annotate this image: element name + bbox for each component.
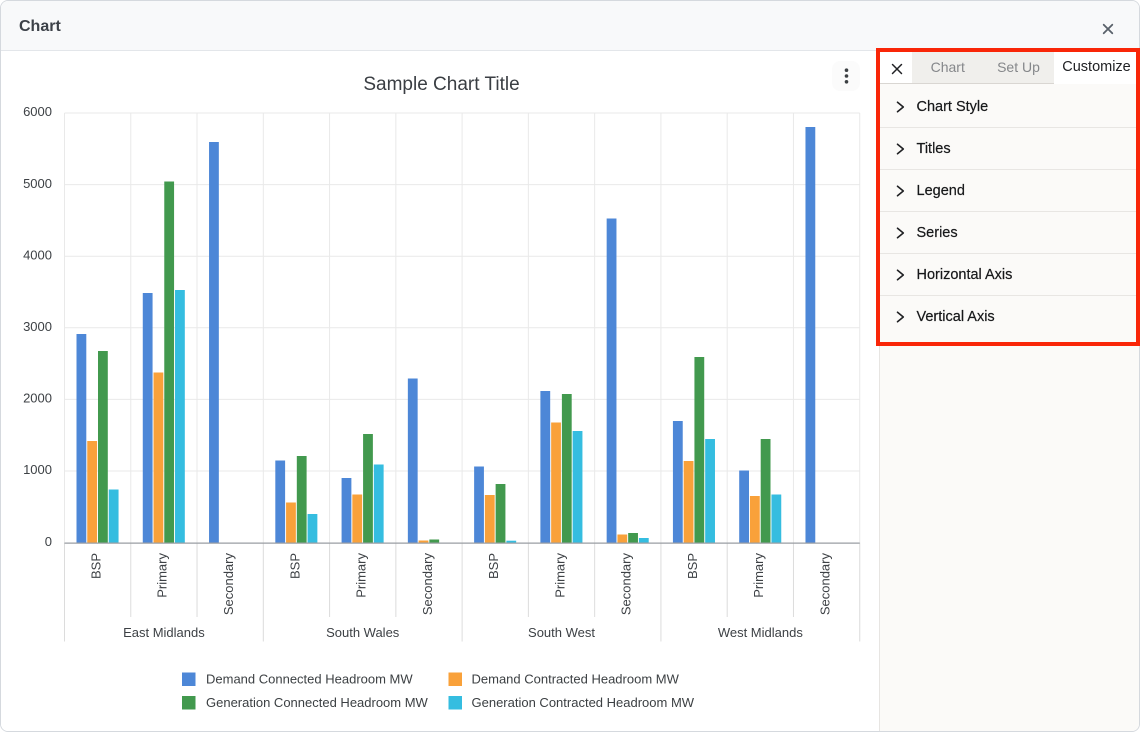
svg-text:6000: 6000: [23, 104, 52, 119]
svg-text:1000: 1000: [23, 462, 52, 477]
svg-text:Secondary: Secondary: [221, 553, 236, 616]
svg-text:South West: South West: [528, 625, 595, 640]
svg-text:4000: 4000: [23, 247, 52, 262]
svg-text:Sample Chart Title: Sample Chart Title: [363, 74, 519, 95]
svg-text:Demand Contracted Headroom MW: Demand Contracted Headroom MW: [472, 672, 680, 687]
svg-text:West Midlands: West Midlands: [718, 625, 804, 640]
svg-text:Secondary: Secondary: [817, 553, 832, 616]
svg-text:East Midlands: East Midlands: [123, 625, 205, 640]
svg-text:BSP: BSP: [685, 553, 700, 579]
svg-text:3000: 3000: [23, 319, 52, 334]
svg-text:Primary: Primary: [354, 553, 369, 598]
svg-text:BSP: BSP: [88, 553, 103, 579]
svg-text:Generation Connected Headroom: Generation Connected Headroom MW: [206, 695, 429, 710]
svg-text:Secondary: Secondary: [420, 553, 435, 616]
svg-text:Demand Connected Headroom MW: Demand Connected Headroom MW: [206, 672, 413, 687]
svg-text:0: 0: [45, 534, 52, 549]
svg-text:Primary: Primary: [552, 553, 567, 598]
svg-text:BSP: BSP: [287, 553, 302, 579]
svg-text:Primary: Primary: [155, 553, 170, 598]
svg-text:2000: 2000: [23, 391, 52, 406]
svg-text:Primary: Primary: [751, 553, 766, 598]
svg-text:BSP: BSP: [486, 553, 501, 579]
svg-text:South Wales: South Wales: [326, 625, 400, 640]
svg-text:Generation Contracted Headroom: Generation Contracted Headroom MW: [472, 695, 695, 710]
svg-text:5000: 5000: [23, 176, 52, 191]
svg-text:Secondary: Secondary: [619, 553, 634, 616]
